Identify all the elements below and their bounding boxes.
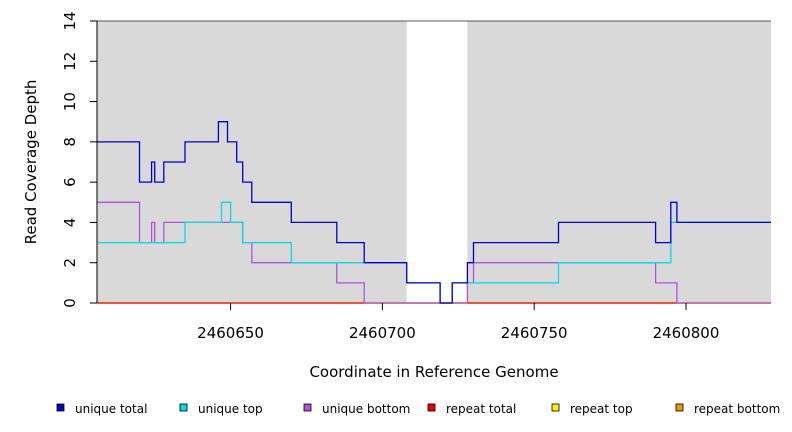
y-tick-label-10: 10 xyxy=(61,92,79,111)
legend-label-unique-bottom: unique bottom xyxy=(322,402,410,416)
series-line-unique-total xyxy=(97,121,771,304)
legend-label-unique-top: unique top xyxy=(198,402,263,416)
legend-label-repeat-bottom: repeat bottom xyxy=(694,402,780,416)
x-axis-title: Coordinate in Reference Genome xyxy=(309,363,558,381)
x-tick-label-2460800: 2460800 xyxy=(653,324,720,342)
y-axis-title: Read Coverage Depth xyxy=(22,80,40,245)
legend-label-repeat-top: repeat top xyxy=(570,402,633,416)
y-tick-label-12: 12 xyxy=(61,52,79,71)
shaded-regions xyxy=(97,21,771,303)
legend-swatch-repeat-bottom xyxy=(675,403,684,412)
shaded-region-1 xyxy=(467,21,771,303)
legend-swatch-repeat-top xyxy=(551,403,560,412)
y-tick-label-2: 2 xyxy=(61,258,79,268)
x-tick-label-2460750: 2460750 xyxy=(501,324,568,342)
legend-swatch-unique-bottom xyxy=(303,403,312,412)
legend-swatch-repeat-total xyxy=(427,403,436,412)
y-tick-label-6: 6 xyxy=(61,177,79,187)
y-tick-label-14: 14 xyxy=(61,11,79,30)
y-tick-label-8: 8 xyxy=(61,137,79,147)
y-tick-label-4: 4 xyxy=(61,218,79,228)
legend-label-unique-total: unique total xyxy=(75,402,147,416)
y-tick-label-0: 0 xyxy=(61,298,79,308)
series-lines xyxy=(97,121,771,304)
legend-label-repeat-total: repeat total xyxy=(446,402,516,416)
legend-swatch-unique-total xyxy=(56,403,65,412)
axes: 0 2 4 6 8 10 12 14 2460650 2460700 2460750 2460800 xyxy=(61,11,771,342)
x-tick-label-2460700: 2460700 xyxy=(349,324,416,342)
legend: unique total unique top unique bottom repea… xyxy=(56,402,780,416)
legend-swatch-unique-top xyxy=(179,403,188,412)
x-tick-label-2460650: 2460650 xyxy=(197,324,264,342)
